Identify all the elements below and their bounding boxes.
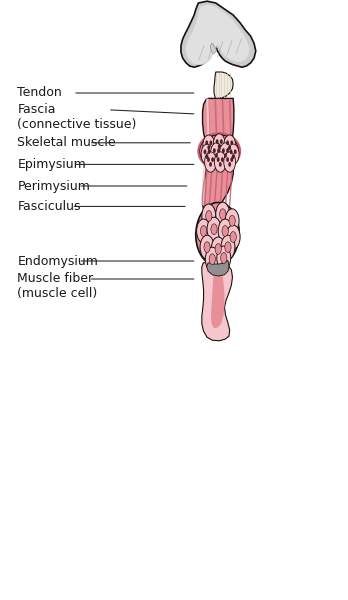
Text: Epimysium: Epimysium <box>17 158 86 171</box>
Ellipse shape <box>196 202 239 266</box>
Polygon shape <box>204 211 231 221</box>
Circle shape <box>220 139 223 144</box>
Circle shape <box>221 253 227 263</box>
Polygon shape <box>202 262 232 341</box>
Circle shape <box>226 157 229 162</box>
Circle shape <box>226 140 229 145</box>
Circle shape <box>205 247 219 271</box>
Circle shape <box>201 144 213 164</box>
Circle shape <box>216 202 230 226</box>
Text: Skeletal muscle: Skeletal muscle <box>17 136 116 149</box>
Circle shape <box>209 162 212 167</box>
Circle shape <box>209 254 215 265</box>
Circle shape <box>230 149 232 154</box>
Circle shape <box>232 154 235 159</box>
Text: Fascia
(connective tissue): Fascia (connective tissue) <box>17 103 137 131</box>
Polygon shape <box>211 262 224 328</box>
Circle shape <box>226 225 240 249</box>
Circle shape <box>200 235 214 259</box>
Circle shape <box>207 217 221 241</box>
Circle shape <box>228 162 231 167</box>
Circle shape <box>213 148 216 153</box>
Circle shape <box>211 157 214 162</box>
Circle shape <box>220 143 231 163</box>
Circle shape <box>229 215 235 226</box>
Circle shape <box>224 135 236 155</box>
Text: Perimysium: Perimysium <box>17 179 90 193</box>
Polygon shape <box>181 1 256 67</box>
Circle shape <box>234 149 237 154</box>
Circle shape <box>217 157 220 162</box>
Circle shape <box>197 219 211 243</box>
Circle shape <box>214 152 226 172</box>
Circle shape <box>211 143 222 163</box>
Circle shape <box>207 145 210 150</box>
Circle shape <box>205 152 216 172</box>
Circle shape <box>204 149 206 154</box>
Circle shape <box>203 135 215 155</box>
Circle shape <box>202 204 216 228</box>
Circle shape <box>218 144 221 149</box>
Circle shape <box>226 148 229 153</box>
Circle shape <box>230 232 236 242</box>
Circle shape <box>215 244 221 254</box>
Circle shape <box>209 140 212 145</box>
Circle shape <box>219 162 222 167</box>
Ellipse shape <box>199 134 239 167</box>
Circle shape <box>228 145 231 150</box>
Circle shape <box>227 144 239 164</box>
Circle shape <box>216 139 219 144</box>
Circle shape <box>204 242 210 253</box>
Circle shape <box>222 226 228 236</box>
Circle shape <box>206 154 208 159</box>
Polygon shape <box>185 4 250 65</box>
Circle shape <box>207 157 210 162</box>
Circle shape <box>221 235 235 259</box>
Circle shape <box>225 242 231 253</box>
Circle shape <box>217 246 231 270</box>
Circle shape <box>215 153 218 158</box>
Text: Tendon: Tendon <box>17 86 62 100</box>
Circle shape <box>222 148 225 153</box>
Circle shape <box>230 140 233 145</box>
Polygon shape <box>203 155 234 213</box>
Circle shape <box>211 237 225 261</box>
Text: Fasciculus: Fasciculus <box>17 200 81 213</box>
Circle shape <box>206 211 212 221</box>
Circle shape <box>224 152 236 172</box>
Text: Muscle fiber
(muscle cell): Muscle fiber (muscle cell) <box>17 272 98 300</box>
Text: Endomysium: Endomysium <box>17 254 98 268</box>
Polygon shape <box>207 260 229 276</box>
Polygon shape <box>214 72 233 98</box>
Circle shape <box>200 226 207 236</box>
Circle shape <box>218 219 232 243</box>
Circle shape <box>220 209 226 220</box>
Circle shape <box>205 140 208 145</box>
Polygon shape <box>203 98 234 155</box>
Circle shape <box>217 148 220 153</box>
Circle shape <box>211 224 217 235</box>
Circle shape <box>225 209 239 233</box>
Circle shape <box>208 149 211 154</box>
Circle shape <box>213 134 225 154</box>
Circle shape <box>221 157 224 162</box>
Circle shape <box>230 157 233 162</box>
Circle shape <box>224 153 227 158</box>
Polygon shape <box>210 43 216 54</box>
